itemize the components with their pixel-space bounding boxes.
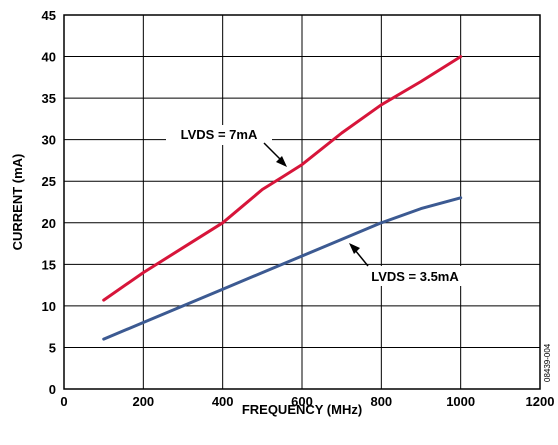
y-tick-label-35: 35 bbox=[42, 91, 56, 106]
x-tick-label-800: 800 bbox=[370, 394, 392, 409]
annotation-lvds-7ma: LVDS = 7mA bbox=[166, 125, 287, 167]
annotation-lvds-7ma-arrowhead bbox=[276, 156, 287, 167]
figure-id: 08439-004 bbox=[543, 343, 552, 382]
y-tick-label-25: 25 bbox=[42, 174, 56, 189]
y-tick-label-0: 0 bbox=[49, 382, 56, 397]
x-axis-label: FREQUENCY (MHz) bbox=[242, 402, 362, 417]
plot-frame bbox=[63, 14, 541, 390]
annotation-lvds-7ma-background bbox=[166, 125, 272, 145]
annotation-lvds-3-5ma: LVDS = 3.5mA bbox=[349, 243, 478, 286]
y-tick-label-20: 20 bbox=[42, 216, 56, 231]
annotation-lvds-3-5ma-leader bbox=[354, 249, 369, 267]
series-line-1 bbox=[102, 196, 463, 341]
series-layer bbox=[102, 55, 463, 341]
y-tick-label-5: 5 bbox=[49, 340, 56, 355]
y-tick-label-15: 15 bbox=[42, 257, 56, 272]
annotation-lvds-3-5ma-arrowhead bbox=[349, 243, 360, 254]
x-tick-label-1200: 1200 bbox=[526, 394, 555, 409]
y-tick-label-45: 45 bbox=[42, 8, 56, 23]
annotation-lvds-7ma-leader bbox=[263, 142, 282, 161]
y-tick-label-30: 30 bbox=[42, 133, 56, 148]
x-tick-label-400: 400 bbox=[212, 394, 234, 409]
annotation-lvds-7ma-text: LVDS = 7mA bbox=[181, 127, 258, 142]
y-tick-labels: 0 5 10 15 20 25 30 35 40 45 bbox=[42, 8, 56, 397]
y-tick-label-40: 40 bbox=[42, 50, 56, 65]
grid-lines bbox=[64, 15, 540, 389]
x-tick-label-600: 600 bbox=[291, 394, 313, 409]
series-line-0 bbox=[102, 55, 463, 302]
x-tick-label-1000: 1000 bbox=[446, 394, 475, 409]
x-tick-label-200: 200 bbox=[132, 394, 154, 409]
annotation-lvds-3-5ma-background bbox=[353, 266, 478, 286]
y-tick-label-10: 10 bbox=[42, 299, 56, 314]
annotation-lvds-3-5ma-text: LVDS = 3.5mA bbox=[371, 269, 459, 284]
x-tick-labels: 0 200 400 600 800 1000 1200 bbox=[60, 394, 554, 409]
x-tick-label-0: 0 bbox=[60, 394, 67, 409]
y-axis-label: CURRENT (mA) bbox=[10, 154, 25, 251]
